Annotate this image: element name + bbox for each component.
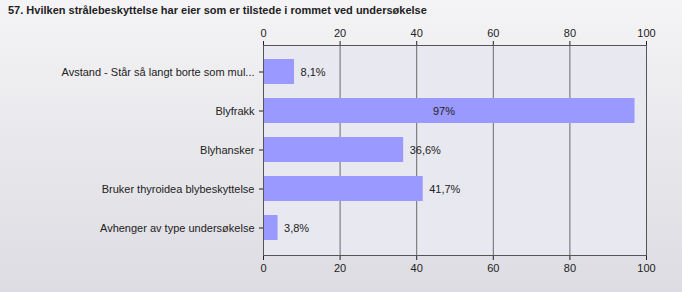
html-text:57. Hvilken strålebeskyttelse: 57. Hvilken strålebeskyttelse har eier s… xyxy=(8,4,427,16)
svg-text:0: 0 xyxy=(260,262,266,274)
svg-text:Blyhansker: Blyhansker xyxy=(200,144,255,156)
svg-text:3,8%: 3,8% xyxy=(284,222,309,234)
svg-text:Avstand - Står så langt borte: Avstand - Står så langt borte som mul... xyxy=(62,66,255,78)
svg-text:40: 40 xyxy=(411,262,423,274)
svg-text:100: 100 xyxy=(637,262,655,274)
svg-text:100: 100 xyxy=(637,27,655,39)
svg-text:97%: 97% xyxy=(433,105,455,117)
svg-text:20: 20 xyxy=(334,27,346,39)
svg-text:80: 80 xyxy=(564,27,576,39)
svg-text:40: 40 xyxy=(411,27,423,39)
svg-text:Blyfrakk: Blyfrakk xyxy=(215,105,255,117)
svg-text:41,7%: 41,7% xyxy=(429,183,460,195)
svg-text:36,6%: 36,6% xyxy=(410,144,441,156)
svg-text:60: 60 xyxy=(487,27,499,39)
svg-text:0: 0 xyxy=(260,27,266,39)
svg-text:8,1%: 8,1% xyxy=(301,66,326,78)
svg-text:60: 60 xyxy=(487,262,499,274)
svg-text:20: 20 xyxy=(334,262,346,274)
svg-text:80: 80 xyxy=(564,262,576,274)
svg-text:Bruker thyroidea blybeskyttels: Bruker thyroidea blybeskyttelse xyxy=(102,183,255,195)
svg-text:Avhenger av type undersøkelse: Avhenger av type undersøkelse xyxy=(100,222,255,234)
